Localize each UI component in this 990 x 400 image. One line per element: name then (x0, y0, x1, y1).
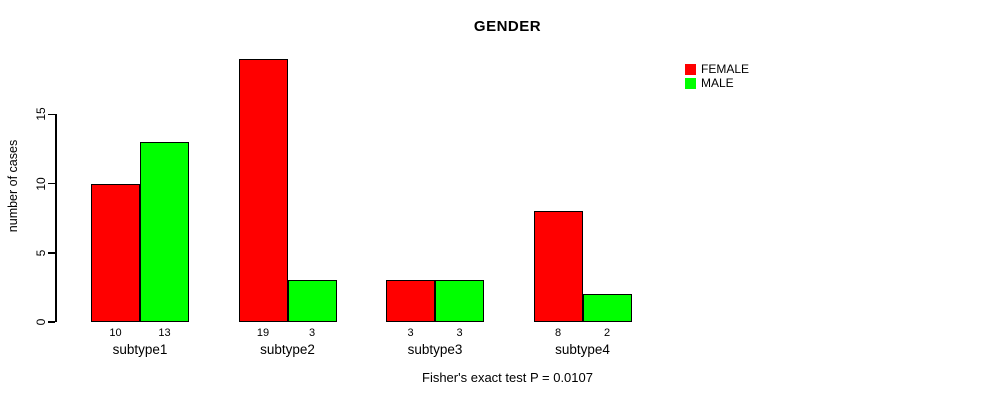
y-tick-0 (48, 321, 55, 323)
bar-value-female-subtype2: 19 (256, 327, 270, 339)
bar-female-subtype1 (91, 183, 140, 322)
y-tick-10 (48, 182, 55, 185)
bar-value-female-subtype3: 3 (407, 327, 414, 339)
y-axis-line (55, 114, 57, 322)
bar-value-female-subtype4: 8 (554, 327, 562, 339)
bar-male-subtype3 (435, 280, 484, 322)
bar-value-male-subtype1: 13 (158, 327, 171, 339)
legend-item-male: MALE (685, 76, 749, 90)
category-label-subtype2: subtype2 (260, 342, 315, 357)
y-tick-label-10: 10 (34, 176, 48, 191)
bar-female-subtype3 (386, 280, 435, 322)
legend-label-female: FEMALE (701, 62, 750, 76)
category-label-subtype3: subtype3 (407, 342, 463, 357)
bar-value-female-subtype1: 10 (109, 327, 122, 339)
chart-title: GENDER (473, 18, 542, 35)
y-tick-15 (48, 113, 55, 116)
y-tick-label-15: 15 (34, 107, 48, 122)
legend-label-male: MALE (701, 76, 734, 90)
category-label-subtype4: subtype4 (555, 342, 610, 357)
bar-female-subtype4 (533, 211, 583, 322)
bar-value-male-subtype3: 3 (456, 327, 463, 339)
bar-female-subtype2 (238, 59, 288, 322)
bar-male-subtype2 (287, 280, 337, 322)
bar-male-subtype1 (140, 142, 189, 322)
legend-swatch-male-icon (685, 77, 696, 89)
y-axis-title: number of cases (6, 139, 20, 233)
bar-value-male-subtype4: 2 (603, 327, 611, 339)
y-tick-label-0: 0 (34, 318, 48, 326)
bar-value-male-subtype2: 3 (308, 327, 316, 339)
y-tick-label-5: 5 (34, 249, 48, 257)
legend-item-female: FEMALE (685, 62, 749, 76)
legend-swatch-female-icon (685, 63, 696, 75)
category-label-subtype1: subtype1 (112, 342, 168, 357)
bar-male-subtype4 (582, 294, 632, 322)
y-tick-5 (48, 252, 55, 254)
legend: FEMALE MALE (685, 62, 749, 90)
caption-fishers-test: Fisher's exact test P = 0.0107 (422, 370, 593, 385)
